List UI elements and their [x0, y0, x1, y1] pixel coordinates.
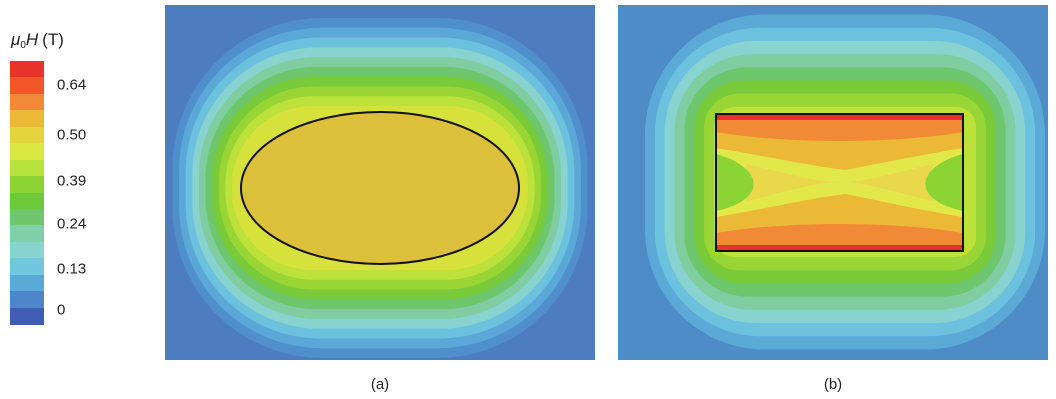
- caption-b: (b): [823, 376, 843, 393]
- colorbar-segment: [10, 176, 44, 193]
- rectangle-contour-plot: [618, 5, 1048, 360]
- rectangle-outline: [715, 113, 964, 252]
- legend-title: μ0H (T): [11, 30, 64, 51]
- colorbar-segment: [10, 143, 44, 161]
- legend-title-symbol: μ: [11, 30, 21, 49]
- colorbar-segment: [10, 208, 44, 226]
- colorbar-segment: [10, 93, 44, 111]
- ellipse-contour-plot: [165, 5, 595, 360]
- interior-side-right: [925, 154, 963, 211]
- legend-title-subscript: 0: [20, 40, 26, 51]
- colorbar-tick-label: 0.50: [57, 126, 87, 144]
- ellipse-outline: [240, 111, 520, 265]
- colorbar-segment: [10, 126, 44, 144]
- colorbar-tick-label: 0: [57, 301, 66, 319]
- colorbar-tick-label: 0.24: [57, 215, 87, 233]
- colorbar-tick-label: 0.13: [57, 260, 87, 278]
- colorbar-segment: [10, 307, 44, 325]
- field-map-rectangle: [618, 5, 1048, 360]
- legend-title-unit: (T): [42, 30, 64, 49]
- colorbar-segment: [10, 225, 44, 243]
- colorbar-legend: μ0H (T) 0.64 0.50 0.39 0.24 0.13 0: [0, 0, 150, 340]
- colorbar-segment: [10, 159, 44, 177]
- caption-a: (a): [370, 376, 390, 393]
- colorbar: [10, 61, 44, 325]
- colorbar-segment: [10, 241, 44, 259]
- legend-title-field: H: [25, 30, 39, 49]
- field-map-ellipse: [165, 5, 595, 360]
- colorbar-segment: [10, 61, 44, 78]
- colorbar-segment: [10, 110, 44, 128]
- colorbar-tick-label: 0.64: [57, 76, 87, 94]
- interior-band: [716, 148, 963, 217]
- colorbar-segment: [10, 192, 44, 210]
- colorbar-segment: [10, 258, 44, 276]
- colorbar-segment: [10, 77, 44, 95]
- colorbar-segment: [10, 291, 44, 309]
- colorbar-tick-label: 0.39: [57, 172, 87, 190]
- interior-side-left: [716, 154, 754, 211]
- interior-core: [746, 164, 933, 201]
- colorbar-segment: [10, 274, 44, 292]
